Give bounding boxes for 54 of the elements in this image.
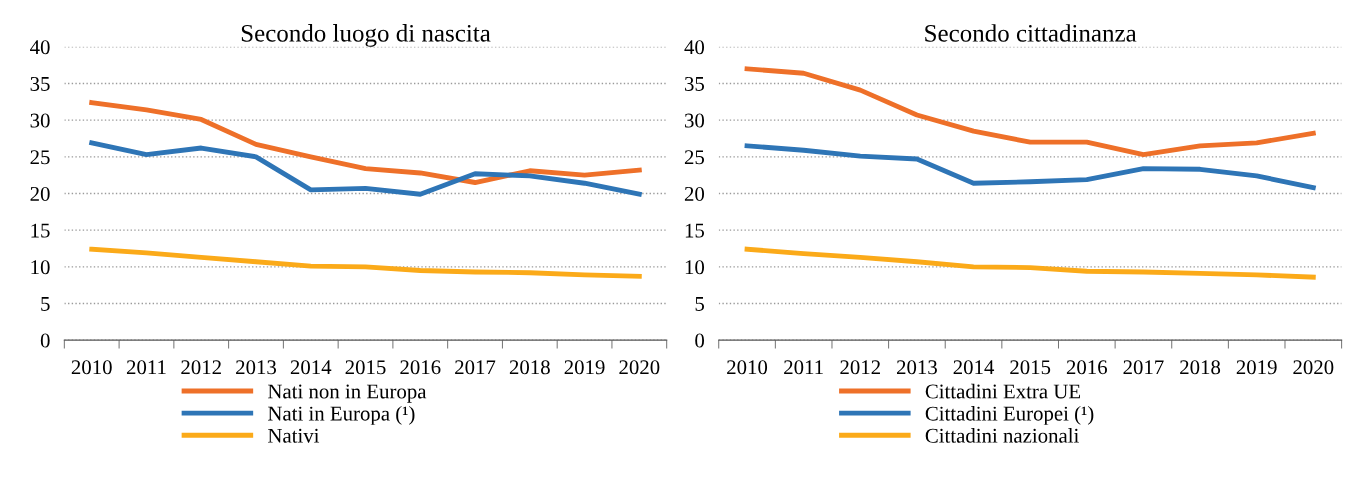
chart-title: Secondo luogo di nascita <box>241 24 491 47</box>
y-tick-label: 0 <box>695 333 705 348</box>
y-tick-label: 15 <box>31 223 50 238</box>
y-tick-label: 40 <box>30 40 50 55</box>
x-tick-label: 2017 <box>1123 360 1164 375</box>
x-tick-label: 2015 <box>345 360 386 375</box>
x-tick-label: 2011 <box>126 360 166 375</box>
x-tick-label: 2015 <box>1010 360 1051 375</box>
y-tick-label: 30 <box>30 113 50 128</box>
x-tick-label: 2010 <box>71 360 112 375</box>
x-tick-label: 2019 <box>564 360 605 375</box>
x-tick-label: 2019 <box>1236 360 1277 375</box>
y-tick-label: 5 <box>695 297 705 311</box>
y-tick-label: 15 <box>685 223 705 238</box>
y-tick-label: 25 <box>30 150 50 165</box>
line-series <box>89 246 642 279</box>
x-tick-label: 2018 <box>509 360 550 375</box>
x-tick-label: 2017 <box>455 360 496 375</box>
x-tick-label: 2012 <box>840 360 880 375</box>
x-tick-label: 2013 <box>236 360 277 375</box>
line-series <box>744 66 1316 158</box>
y-tick-label: 35 <box>30 76 50 91</box>
y-tick-label: 0 <box>40 333 50 348</box>
y-tick-label: 20 <box>30 186 50 201</box>
x-tick-label: 2014 <box>953 360 995 375</box>
line-series <box>744 143 1316 191</box>
legend-label: Cittadini nazionali <box>925 428 1079 443</box>
x-tick-label: 2013 <box>897 360 937 375</box>
y-tick-label: 10 <box>31 260 50 275</box>
legend-label: Nati non in Europa <box>268 384 427 403</box>
x-tick-label: 2010 <box>727 360 768 375</box>
legend-label: Nati in Europa (¹) <box>268 405 415 425</box>
line-series <box>89 140 642 197</box>
y-tick-label: 35 <box>685 76 705 91</box>
chart-title: Secondo cittadinanza <box>925 24 1137 42</box>
legend-label: Cittadini Extra UE <box>925 383 1081 399</box>
y-tick-label: 25 <box>684 150 705 165</box>
legend-label: Cittadini Europei (¹) <box>925 405 1094 425</box>
x-tick-label: 2020 <box>619 360 660 375</box>
x-tick-label: 2014 <box>290 360 332 375</box>
y-tick-label: 30 <box>685 113 705 128</box>
line-series <box>744 246 1316 280</box>
x-tick-label: 2016 <box>400 360 441 375</box>
y-tick-label: 40 <box>684 40 705 55</box>
x-tick-label: 2012 <box>181 360 221 375</box>
y-tick-label: 20 <box>684 186 705 201</box>
y-tick-label: 5 <box>41 297 50 311</box>
x-tick-label: 2016 <box>1066 360 1108 375</box>
legend-label: Nativi <box>268 428 320 443</box>
line-series <box>89 100 642 185</box>
y-tick-label: 10 <box>685 260 705 275</box>
x-tick-label: 2018 <box>1180 360 1221 375</box>
x-tick-label: 2020 <box>1293 360 1334 375</box>
x-tick-label: 2011 <box>784 360 823 375</box>
